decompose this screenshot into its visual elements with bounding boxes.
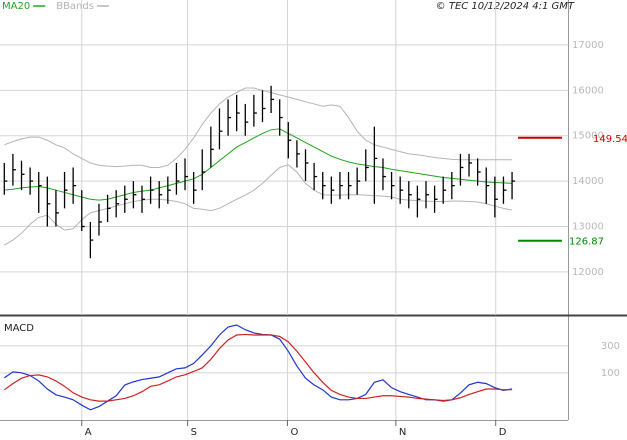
level-label: 126.87 <box>569 237 604 248</box>
x-tick-label: O <box>290 427 298 438</box>
line <box>4 164 513 246</box>
line <box>3 333 513 402</box>
y-tick-label: 14000 <box>572 176 604 187</box>
x-tick-label: S <box>191 427 197 438</box>
y-tick-label: 13000 <box>572 221 604 232</box>
line <box>4 87 513 168</box>
y-tick-label: 300 <box>601 341 620 352</box>
y-tick-label: 17000 <box>572 40 604 51</box>
legend-label: MA20 <box>2 1 30 12</box>
panel-title: MACD <box>4 323 34 334</box>
y-tick-label: 15000 <box>572 131 604 142</box>
level-label: 149.54 <box>593 134 627 145</box>
y-tick-label: 100 <box>601 368 620 379</box>
credit: © TEC 10/12/2024 4:1 GMT <box>436 1 575 12</box>
x-tick-label: D <box>499 427 507 438</box>
x-tick-label: N <box>399 427 406 438</box>
y-tick-label: 12000 <box>572 267 604 278</box>
line <box>4 128 513 201</box>
legend-label: BBands <box>56 1 94 12</box>
x-tick-label: A <box>85 427 92 438</box>
y-tick-label: 16000 <box>572 85 604 96</box>
